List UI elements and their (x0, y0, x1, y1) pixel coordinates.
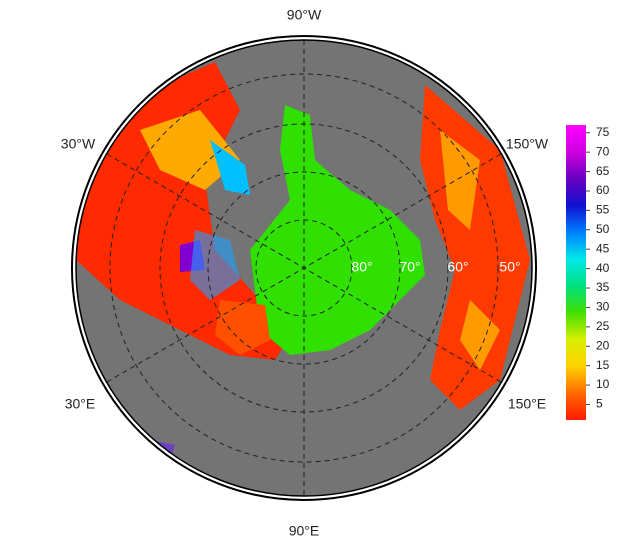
map-border (75, 39, 533, 497)
colorbar-tick-label: 60 (596, 183, 610, 197)
ocean-patch (210, 140, 250, 195)
colorbar-tick-label: 35 (596, 280, 610, 294)
lat-label: 50° (499, 259, 520, 275)
colorbar-tick-label: 65 (596, 164, 610, 178)
lon-label: 150°W (506, 136, 549, 152)
colorbar-tick-label: 75 (596, 125, 610, 139)
colorbar-tick-label: 5 (596, 397, 603, 411)
lat-label: 60° (447, 259, 468, 275)
graticule (106, 40, 502, 496)
colorbar-tick-label: 10 (596, 377, 610, 391)
ocean-atlantic (76, 62, 300, 360)
lon-label: 30°W (61, 136, 96, 152)
colorbar-tick-label: 15 (596, 358, 610, 372)
colorbar-tick-label: 70 (596, 144, 610, 158)
colorbar-tick-label: 20 (596, 338, 610, 352)
lon-label: 90°E (289, 523, 320, 539)
colorbar-scale (566, 125, 586, 420)
map-frame (71, 35, 537, 501)
colorbar-tick-label: 55 (596, 203, 610, 217)
colorbar-tick-label: 25 (596, 319, 610, 333)
ocean-arctic (250, 105, 425, 355)
lon-label: 30°E (65, 396, 96, 412)
lat-label: 80° (351, 259, 372, 275)
colorbar-tick-label: 30 (596, 300, 610, 314)
lon-label: 90°W (287, 7, 322, 23)
colorbar-tick-label: 50 (596, 222, 610, 236)
ocean-patch (140, 110, 240, 190)
colorbar: 5 10 15 20 25 30 35 40 45 50 55 60 65 70 75 (566, 125, 610, 420)
lat-label: 70° (399, 259, 420, 275)
ocean-patch (215, 300, 270, 355)
ocean-patch (440, 130, 500, 370)
lon-label: 150°E (508, 396, 546, 412)
colorbar-tick-label: 45 (596, 241, 610, 255)
colorbar-tick-label: 40 (596, 261, 610, 275)
ocean-patch (190, 230, 240, 300)
